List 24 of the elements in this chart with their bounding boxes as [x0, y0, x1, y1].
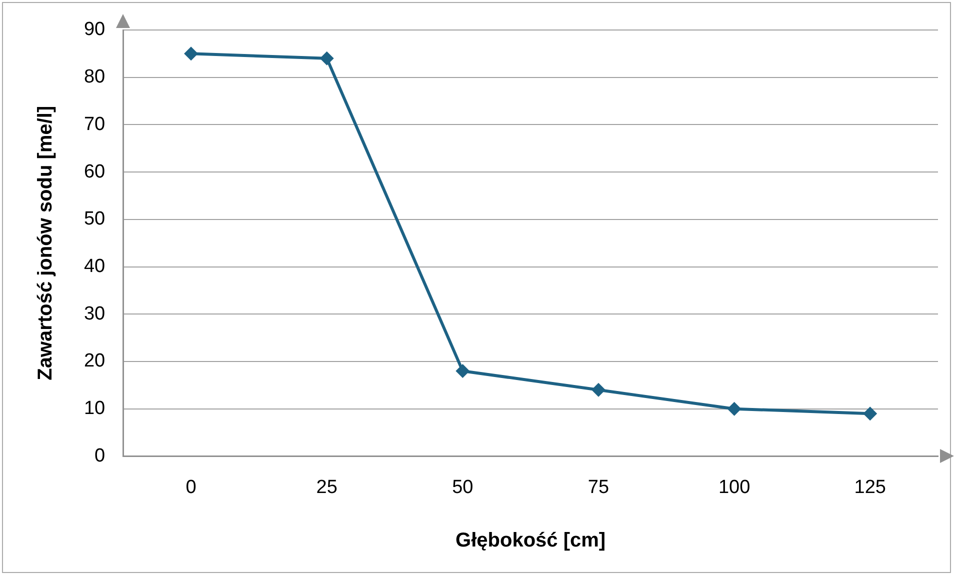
y-tick-label: 50	[84, 208, 106, 230]
y-axis-title: Zawartość jonów sodu [me/l]	[34, 106, 57, 380]
point	[863, 406, 878, 421]
x-tick-label: 125	[854, 476, 886, 498]
point	[184, 46, 198, 61]
y-tick-label: 90	[84, 19, 106, 40]
y-tick-label: 0	[94, 445, 106, 466]
y-tick-label: 70	[84, 114, 106, 135]
y-tick-label: 40	[84, 256, 106, 278]
point	[591, 382, 606, 397]
y-tick-label: 20	[84, 350, 106, 372]
y-tick-label: 80	[84, 66, 106, 88]
x-tick-label: 25	[316, 476, 338, 498]
x-tick-label: 75	[588, 476, 610, 498]
x-tick-label: 0	[186, 476, 196, 498]
y-tick-label: 30	[84, 303, 106, 324]
x-tick-label: 100	[718, 476, 750, 498]
point	[320, 51, 334, 66]
point	[456, 364, 470, 378]
y-tick-label: 60	[84, 161, 106, 182]
x-tick-label: 50	[452, 476, 474, 498]
x-axis-title: Głębokość [cm]	[456, 530, 606, 552]
y-tick-label: 10	[84, 398, 106, 420]
point	[727, 402, 742, 416]
